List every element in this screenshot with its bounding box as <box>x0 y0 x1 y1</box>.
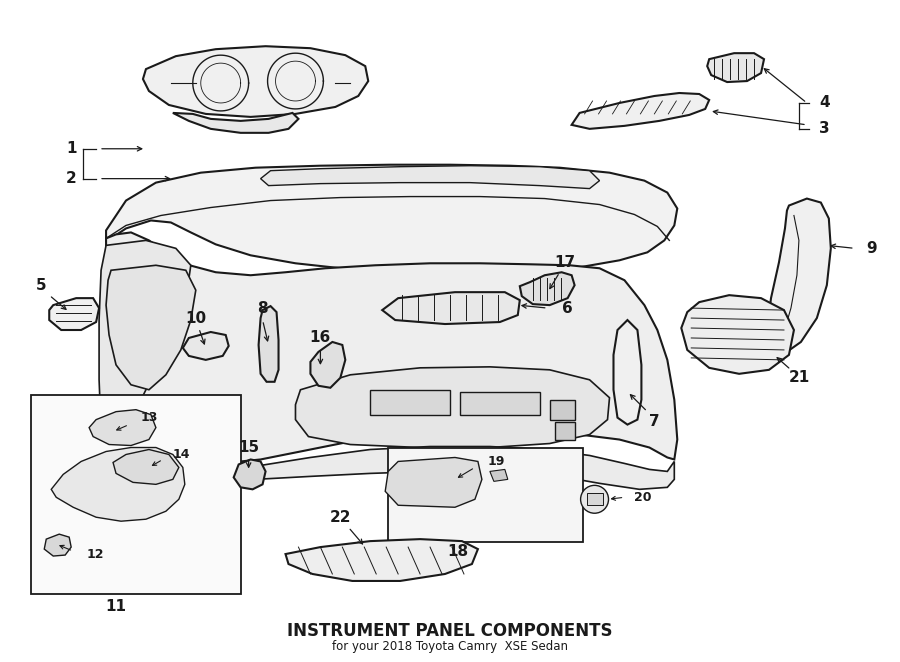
Polygon shape <box>173 113 299 133</box>
Polygon shape <box>106 265 196 390</box>
Circle shape <box>580 485 608 513</box>
Text: 9: 9 <box>867 241 877 256</box>
Polygon shape <box>681 295 794 374</box>
Polygon shape <box>113 449 179 485</box>
Polygon shape <box>261 166 599 189</box>
Polygon shape <box>614 320 642 424</box>
Polygon shape <box>51 448 184 521</box>
Polygon shape <box>767 199 831 354</box>
Text: 18: 18 <box>447 544 469 559</box>
Polygon shape <box>258 306 278 382</box>
Text: 8: 8 <box>257 301 268 316</box>
Polygon shape <box>183 332 229 360</box>
Text: 16: 16 <box>310 330 331 346</box>
Text: 15: 15 <box>238 440 259 455</box>
Text: 22: 22 <box>329 510 351 525</box>
Polygon shape <box>490 469 508 481</box>
Polygon shape <box>44 534 71 556</box>
Polygon shape <box>99 240 191 455</box>
Polygon shape <box>285 539 478 581</box>
Polygon shape <box>707 53 764 82</box>
Text: 6: 6 <box>562 301 572 316</box>
Polygon shape <box>50 298 99 330</box>
Text: 4: 4 <box>819 95 830 111</box>
Text: 21: 21 <box>788 370 809 385</box>
Text: 1: 1 <box>66 141 77 156</box>
Bar <box>32 395 240 594</box>
Polygon shape <box>385 457 482 507</box>
Polygon shape <box>106 165 678 274</box>
Text: 3: 3 <box>819 121 830 136</box>
Polygon shape <box>310 342 346 388</box>
Polygon shape <box>572 93 709 129</box>
Polygon shape <box>520 272 574 305</box>
Text: 19: 19 <box>488 455 505 468</box>
Text: 13: 13 <box>141 411 158 424</box>
Polygon shape <box>106 232 678 463</box>
Text: 10: 10 <box>185 310 206 326</box>
Bar <box>587 493 602 505</box>
Polygon shape <box>109 446 674 489</box>
Polygon shape <box>89 410 156 446</box>
Text: 14: 14 <box>173 448 191 461</box>
Polygon shape <box>234 459 266 489</box>
Text: INSTRUMENT PANEL COMPONENTS: INSTRUMENT PANEL COMPONENTS <box>287 622 613 639</box>
Text: 11: 11 <box>105 599 127 614</box>
Bar <box>388 448 582 542</box>
Text: 20: 20 <box>634 491 652 504</box>
Polygon shape <box>143 46 368 117</box>
Text: for your 2018 Toyota Camry  XSE Sedan: for your 2018 Toyota Camry XSE Sedan <box>332 640 568 653</box>
Polygon shape <box>382 292 520 324</box>
Polygon shape <box>550 400 574 420</box>
Polygon shape <box>460 392 540 414</box>
Text: 7: 7 <box>649 414 660 429</box>
Polygon shape <box>554 422 574 440</box>
Text: 5: 5 <box>36 277 47 293</box>
Polygon shape <box>370 390 450 414</box>
Text: 2: 2 <box>66 171 77 186</box>
Polygon shape <box>295 367 609 448</box>
Text: 17: 17 <box>554 255 575 270</box>
Text: 12: 12 <box>86 547 104 561</box>
